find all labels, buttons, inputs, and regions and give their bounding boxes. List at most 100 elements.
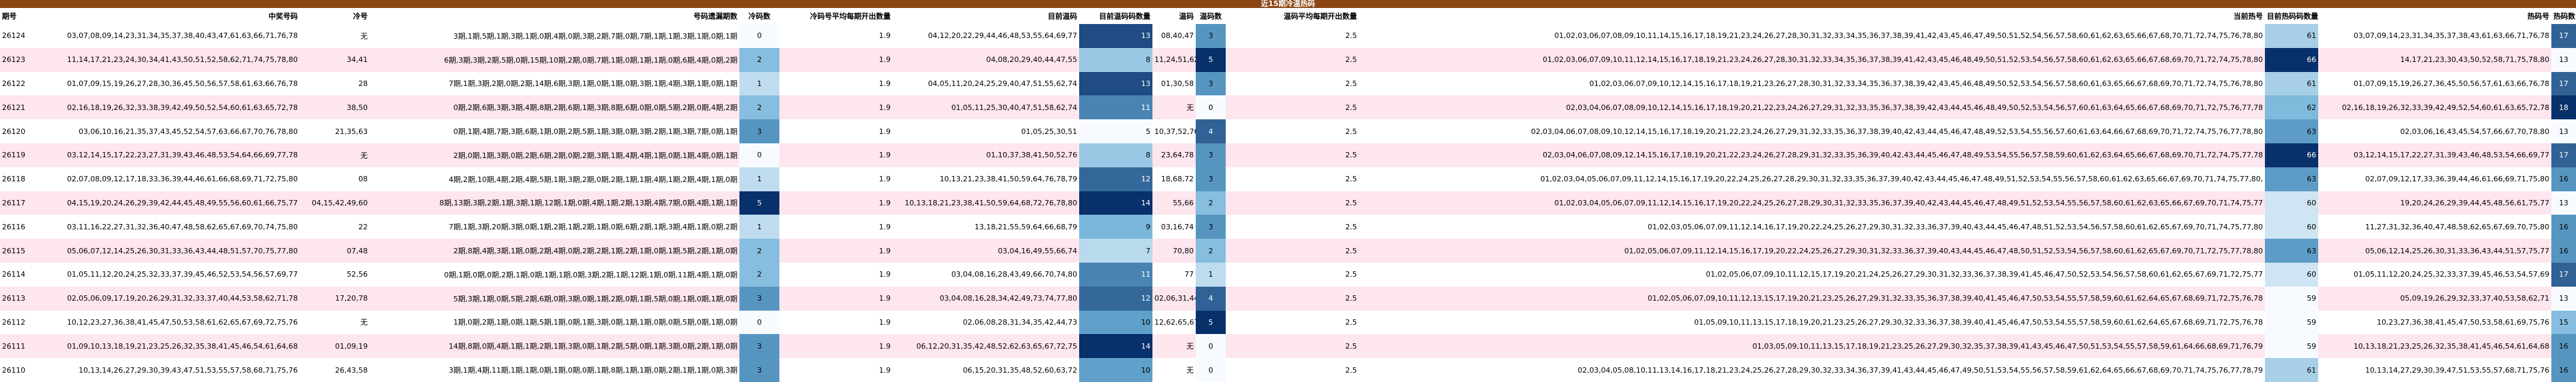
table-cell: 0期,1期,4期,7期,3期,6期,1期,0期,2期,5期,1期,3期,0期,3… bbox=[453, 127, 737, 137]
table-cell: 1.9 bbox=[879, 317, 891, 327]
table-cell: 22 bbox=[358, 222, 368, 231]
table-cell: 0 bbox=[1196, 358, 1226, 382]
table-cell: 2 bbox=[739, 239, 779, 263]
table-cell: 61 bbox=[2265, 358, 2318, 382]
table-cell: 12,62,65,67,72 bbox=[1154, 317, 1196, 327]
header-row: 期号 中奖号码 冷号 号码遗漏期数 冷码数 冷码号平均每期开出数量 目前温码 目前温码码数量温… bbox=[0, 8, 2576, 24]
table-cell: 01,30,58 bbox=[1161, 79, 1194, 88]
table-cell: 14,17,21,23,30,43,50,52,58,71,75,78,80 bbox=[2318, 47, 2551, 72]
table-cell: 10,13,18,21,23,25,26,32,35,38,41,45,46,5… bbox=[2318, 334, 2551, 359]
table-cell: 5 bbox=[1079, 119, 1152, 143]
table-cell: 2 bbox=[739, 95, 779, 120]
table-cell: 1.9 bbox=[779, 95, 893, 120]
table-cell: 02,03,06,16,43,45,54,57,66,67,70,78,80 bbox=[2400, 127, 2549, 136]
table-cell: 01,05,11,12,20,24,25,32,33,37,39,45,46,5… bbox=[2354, 270, 2549, 279]
table-cell: 52,56 bbox=[346, 270, 368, 279]
table-cell: 0期,1期,0期,0期,2期,1期,0期,1期,1期,0期,3期,2期,1期,1… bbox=[444, 270, 737, 279]
table-cell: 10,13,21,23,38,41,50,59,64,76,78,79 bbox=[939, 175, 1077, 184]
table-cell: 17 bbox=[2551, 262, 2576, 287]
table-cell: 01,02,03,06,07,09,10,11,12,14,15,16,17,1… bbox=[1359, 47, 2265, 72]
table-cell: 1.9 bbox=[779, 47, 893, 72]
table-cell: 17 bbox=[2551, 143, 2576, 167]
table-cell: 12 bbox=[1079, 167, 1152, 191]
table-cell: 10,12,23,27,36,38,41,45,47,50,53,58,61,6… bbox=[67, 317, 298, 327]
table-row: 26121 02,16,18,19,26,32,33,38,39,42,49,50… bbox=[0, 95, 2576, 120]
table-cell: 03,07,09,14,23,31,34,35,37,38,43,61,63,6… bbox=[2354, 31, 2549, 41]
table-cell: 10,13,14,27,29,30,39,47,51,53,55,57,68,7… bbox=[2365, 365, 2549, 375]
table-cell: 2.5 bbox=[1345, 317, 1358, 327]
table-cell: 02,07,08,09,12,17,18,33,36,39,44,46,61,6… bbox=[67, 175, 298, 184]
table-cell: 16 bbox=[2551, 334, 2576, 359]
table-cell: 63 bbox=[2265, 239, 2318, 263]
table-cell: 无 bbox=[360, 318, 368, 327]
table-cell: 26114 bbox=[2, 270, 25, 279]
table-cell: 16 bbox=[2551, 167, 2576, 191]
table-cell: 8期,13期,3期,2期,1期,3期,1期,12期,1期,0期,4期,1期,2期… bbox=[370, 191, 739, 215]
column-header: 冷码号平均每期开出数量 bbox=[779, 8, 893, 24]
table-cell: 60 bbox=[2265, 262, 2318, 287]
table-cell: 01,02,05,06,07,09,10,11,12,15,17,19,20,2… bbox=[1705, 270, 2263, 279]
table-cell: 66 bbox=[2265, 143, 2318, 167]
table-cell: 4 bbox=[1196, 286, 1226, 311]
table-cell: 34,41 bbox=[300, 47, 370, 72]
table-cell: 1.9 bbox=[779, 334, 893, 359]
table-cell: 03,04,08,16,28,34,42,49,73,74,77,80 bbox=[893, 286, 1079, 311]
table-cell: 03,04,08,16,28,43,49,66,70,74,80 bbox=[951, 270, 1077, 279]
table-cell: 2.5 bbox=[1226, 143, 1359, 167]
table-cell: 06,15,20,31,35,48,52,60,63,72 bbox=[963, 365, 1077, 375]
table-cell: 2.5 bbox=[1226, 239, 1359, 263]
column-header: 温码 bbox=[1152, 8, 1196, 24]
table-row: 26112 10,12,23,27,36,38,41,45,47,50,53,58… bbox=[0, 310, 2576, 335]
table-cell: 3期,1期,4期,11期,1期,1期,0期,1期,0期,0期,1期,8期,1期,… bbox=[448, 366, 737, 375]
table-cell: 5 bbox=[1196, 310, 1226, 335]
table-cell: 0 bbox=[1196, 95, 1226, 120]
table-cell: 60 bbox=[2265, 191, 2318, 215]
table-cell: 03,06,10,16,21,35,37,43,45,52,54,57,63,6… bbox=[79, 127, 298, 136]
table-cell: 5 bbox=[1196, 47, 1226, 72]
table-cell: 4 bbox=[1196, 119, 1226, 143]
column-header: 当前热号 bbox=[1359, 8, 2265, 24]
table-cell: 63 bbox=[2265, 167, 2318, 191]
table-cell: 2.5 bbox=[1226, 191, 1359, 215]
table-cell: 13 bbox=[2551, 286, 2576, 311]
table-cell: 8 bbox=[1079, 47, 1152, 72]
table-cell: 7期,1期,3期,20期,3期,0期,1期,2期,1期,2期,1期,0期,6期,… bbox=[448, 223, 737, 232]
table-cell: 23,64,78 bbox=[1152, 143, 1196, 167]
table-cell: 02,03,04,05,08,10,11,13,14,16,17,18,21,2… bbox=[1577, 365, 2263, 375]
table-cell: 26112 bbox=[2, 317, 25, 327]
table-cell: 61 bbox=[2265, 71, 2318, 96]
column-header: 号码遗漏期数 bbox=[370, 8, 739, 24]
column-header: 温码平均每期开出数量 bbox=[1226, 8, 1359, 24]
table-cell: 11,24,51,62,74 bbox=[1152, 47, 1196, 72]
table-cell: 02,03,04,06,07,08,09,12,14,15,16,17,18,1… bbox=[1359, 143, 2265, 167]
table-cell: 2期,8期,4期,3期,1期,0期,2期,4期,0期,2期,2期,1期,2期,1… bbox=[370, 239, 739, 263]
table-row: 26120 03,06,10,16,21,35,37,43,45,52,54,57… bbox=[0, 119, 2576, 143]
table-cell: 1.9 bbox=[879, 270, 891, 279]
table-cell: 3 bbox=[1196, 215, 1226, 239]
table-cell: 21,35,63 bbox=[335, 127, 368, 136]
table-cell: 11 bbox=[1079, 95, 1152, 120]
table-cell: 0 bbox=[739, 143, 779, 167]
table-cell: 1.9 bbox=[779, 191, 893, 215]
table-cell: 1.9 bbox=[879, 175, 891, 184]
table-cell: 2 bbox=[1196, 191, 1226, 215]
table-cell: 2.5 bbox=[1345, 222, 1358, 231]
table-cell: 55,66 bbox=[1152, 191, 1196, 215]
table-cell: 0期,2期,6期,3期,3期,4期,8期,2期,6期,1期,3期,8期,6期,0… bbox=[370, 95, 739, 120]
table-cell: 03,11,16,22,27,31,32,36,40,47,48,58,62,6… bbox=[67, 222, 298, 231]
table-row: 26113 02,05,06,09,17,19,20,26,29,31,32,33… bbox=[0, 286, 2576, 311]
column-header: 热码数 bbox=[2551, 8, 2576, 24]
table-cell: 01,05,11,12,20,24,25,32,33,37,39,45,46,5… bbox=[67, 270, 298, 279]
table-cell: 3 bbox=[1196, 71, 1226, 96]
table-cell: 10,23,27,36,38,41,45,47,50,53,58,61,69,7… bbox=[2377, 317, 2549, 327]
table-cell: 1 bbox=[739, 71, 779, 96]
table-cell: 无 bbox=[360, 31, 368, 41]
table-cell: 01,02,03,06,07,08,09,10,11,14,15,16,17,1… bbox=[1554, 31, 2263, 41]
table-cell: 28 bbox=[358, 79, 368, 88]
table-cell: 1.9 bbox=[879, 79, 891, 88]
table-cell: 16 bbox=[2551, 358, 2576, 382]
table-cell: 16 bbox=[2551, 239, 2576, 263]
table-cell: 62 bbox=[2265, 95, 2318, 120]
table-cell: 无 bbox=[300, 143, 370, 167]
